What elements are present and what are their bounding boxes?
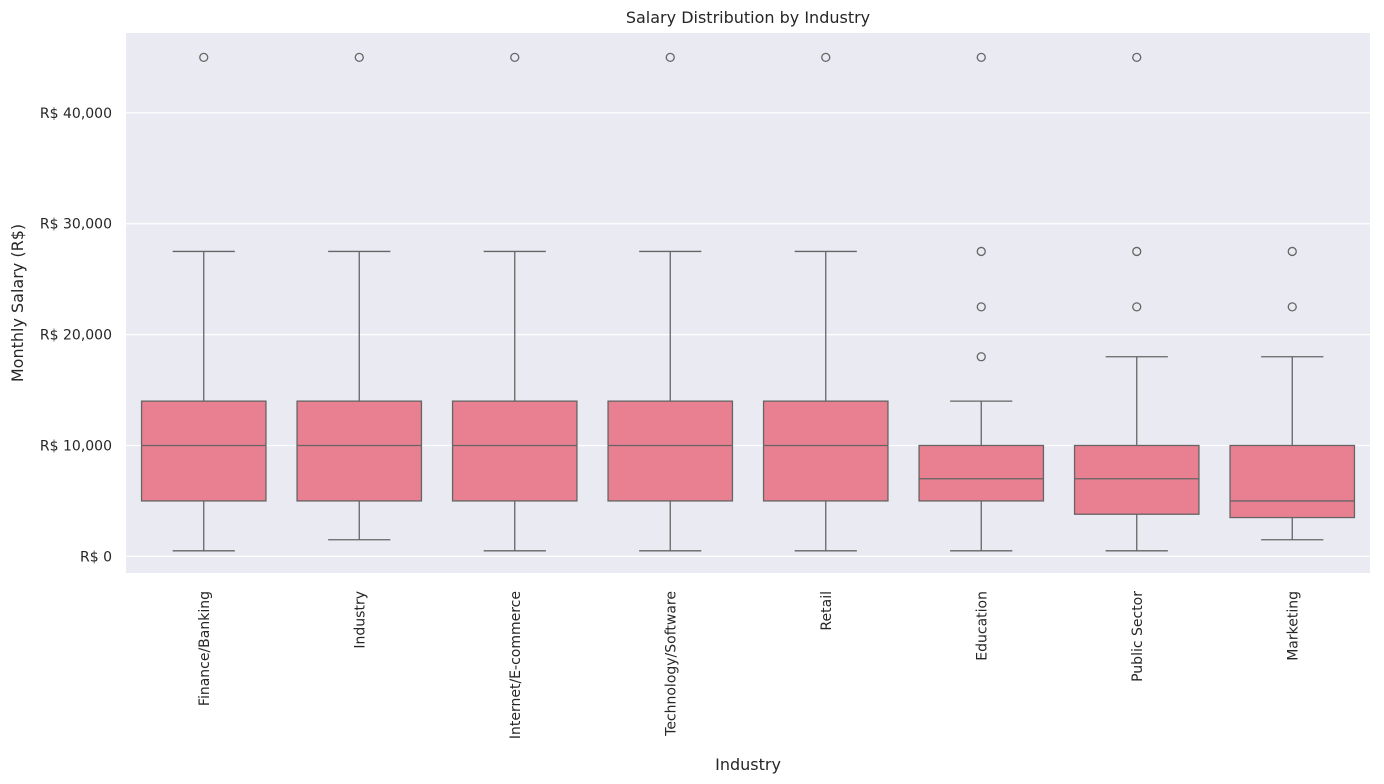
y-tick-label: R$ 20,000 [40,328,112,344]
y-tick-label: R$ 10,000 [40,438,112,454]
x-tick-label: Public Sector [1130,591,1146,682]
outlier-point [1132,302,1142,312]
y-tick-label: R$ 0 [80,549,112,565]
x-tick-label: Finance/Banking [197,591,213,706]
box-iqr [762,400,889,502]
chart-title: Salary Distribution by Industry [626,8,870,27]
box-iqr [1073,444,1200,515]
box-iqr [918,444,1045,502]
x-tick-label: Education [974,591,990,661]
box-industry [296,52,423,541]
outlier-point [354,52,364,63]
box-retail [762,52,889,552]
outlier-point [199,52,209,63]
box-iqr [140,400,267,502]
outlier-point [821,52,831,63]
outlier-point [1287,302,1297,312]
box-iqr [451,400,578,502]
x-axis-ticks: Finance/Banking Industry Internet/E-commer… [197,591,1302,739]
y-axis-ticks: R$ 0 R$ 10,000 R$ 20,000 R$ 30,000 R$ 40,000 [40,106,112,566]
y-tick-label: R$ 30,000 [40,217,112,233]
box-marketing [1229,246,1356,541]
x-tick-label: Technology/Software [663,591,679,737]
box-iqr [296,400,423,502]
outlier-point [976,52,986,63]
box-finance-banking [140,52,267,552]
outlier-point [510,52,520,63]
outlier-point [976,302,986,312]
x-axis-label: Industry [715,755,781,774]
box-public-sector [1073,52,1200,552]
y-tick-label: R$ 40,000 [40,106,112,122]
outlier-point [1132,52,1142,63]
box-series [140,52,1356,552]
box-internet-e-commerce [451,52,578,552]
x-tick-label: Industry [352,591,368,649]
box-technology-software [607,52,734,552]
x-tick-label: Retail [819,591,835,631]
x-tick-label: Marketing [1285,591,1301,661]
y-axis-label: Monthly Salary (R$) [8,224,27,382]
outlier-point [1132,246,1142,257]
box-iqr [1229,444,1356,519]
outlier-point [976,246,986,257]
outlier-point [1287,246,1297,257]
x-tick-label: Internet/E-commerce [508,591,524,739]
outlier-point [665,52,675,63]
outlier-point [976,352,986,362]
box-iqr [607,400,734,502]
box-education [918,52,1045,552]
